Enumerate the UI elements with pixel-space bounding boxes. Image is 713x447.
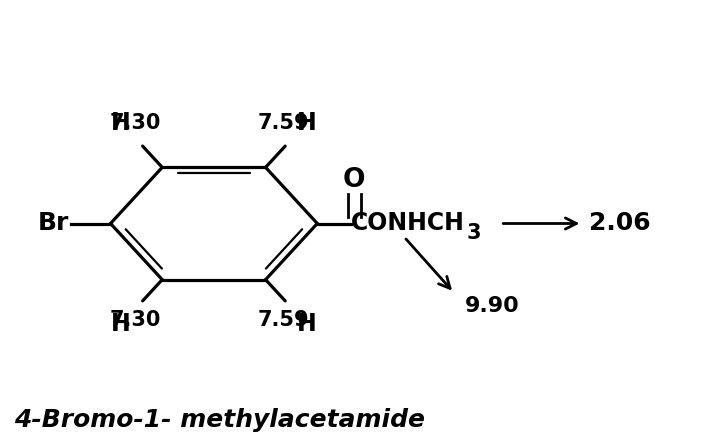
Text: 7.30: 7.30: [109, 310, 161, 330]
Text: Br: Br: [38, 211, 69, 236]
Text: 3: 3: [466, 224, 481, 243]
Text: 2.06: 2.06: [590, 211, 651, 236]
Text: H: H: [297, 312, 317, 336]
Text: 7.59: 7.59: [257, 310, 309, 330]
Text: H: H: [297, 111, 317, 135]
Text: 9.90: 9.90: [465, 296, 520, 316]
Text: H: H: [111, 111, 131, 135]
Text: 4-Bromo-1- methylacetamide: 4-Bromo-1- methylacetamide: [14, 408, 425, 432]
Text: 7.30: 7.30: [109, 113, 161, 133]
Text: 7.59: 7.59: [257, 113, 309, 133]
Text: H: H: [111, 312, 131, 336]
Text: CONHCH: CONHCH: [351, 211, 464, 236]
Text: O: O: [343, 167, 366, 193]
